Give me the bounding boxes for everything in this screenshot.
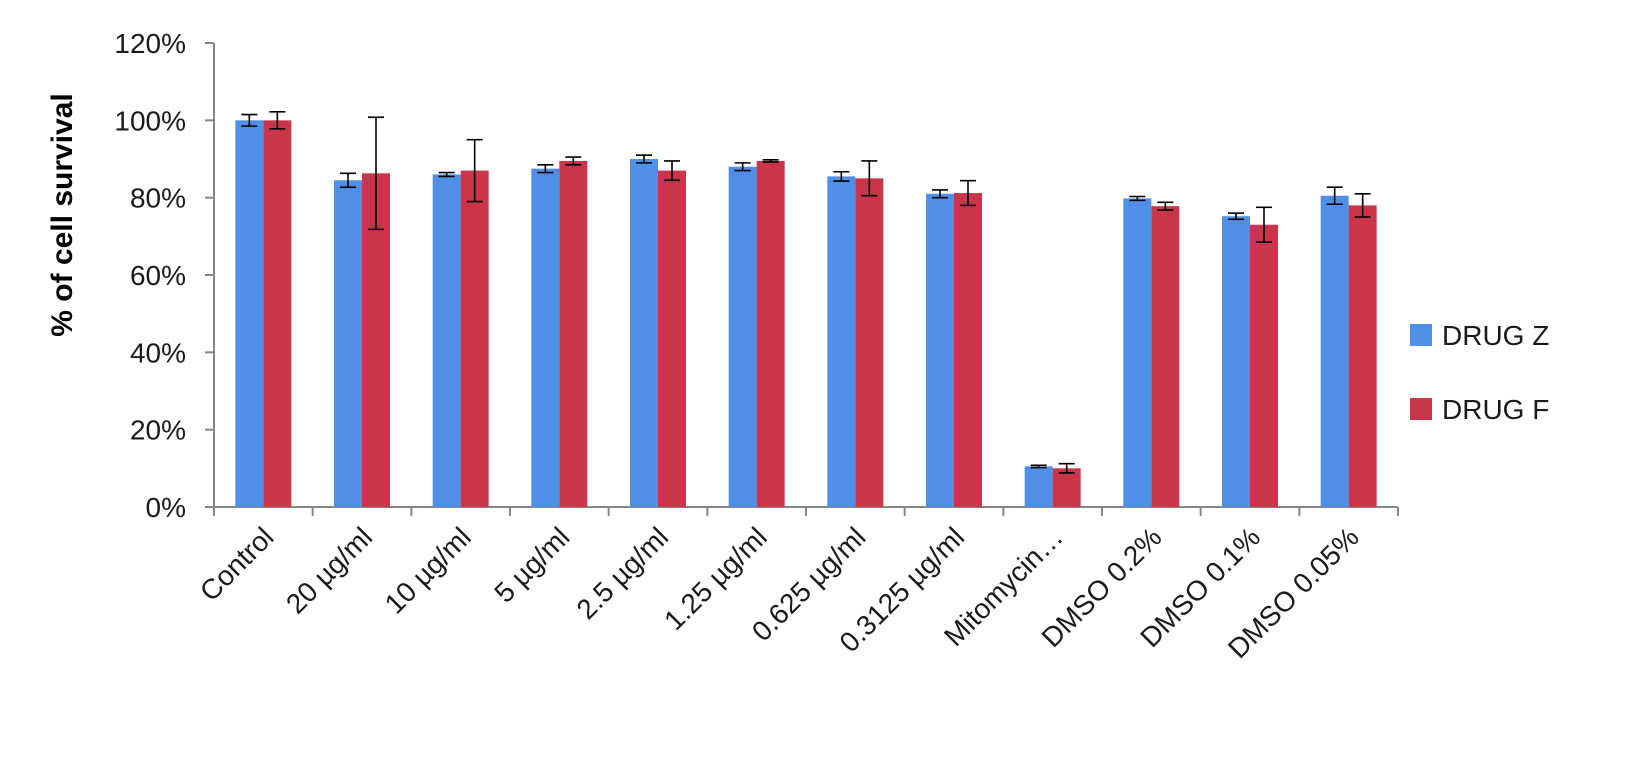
bar-drug-z — [1123, 198, 1152, 507]
bar-drug-f — [460, 170, 489, 507]
x-tick-label: 10 µg/ml — [379, 521, 477, 619]
bar-drug-f — [658, 170, 686, 507]
bar-drug-z — [1222, 216, 1250, 507]
legend-swatch — [1410, 324, 1432, 346]
y-tick-label: 80% — [130, 183, 186, 214]
y-tick-label: 0% — [146, 492, 186, 523]
bar-drug-f — [756, 160, 785, 507]
x-tick-label: Control — [194, 521, 280, 607]
bar-drug-z — [432, 174, 461, 507]
legend-label: DRUG F — [1442, 394, 1549, 425]
bar-drug-z — [1320, 195, 1349, 507]
bar-drug-f — [559, 160, 588, 507]
bar-drug-f — [855, 178, 884, 508]
x-tick-label: 2.5 µg/ml — [570, 521, 674, 625]
bar-drug-z — [827, 176, 856, 507]
bar-drug-f — [954, 193, 982, 507]
y-tick-label: 20% — [130, 415, 186, 446]
bar-drug-f — [1250, 224, 1278, 507]
y-tick-label: 100% — [114, 105, 186, 136]
bar-drug-z — [728, 166, 757, 507]
bar-drug-f — [1348, 205, 1377, 507]
bar-drug-f — [1052, 468, 1081, 507]
bar-drug-z — [926, 193, 954, 508]
bars — [235, 120, 1377, 508]
x-tick-label: 5 µg/ml — [488, 521, 575, 608]
legend: DRUG Z DRUG F — [1410, 320, 1549, 425]
bar-drug-z — [531, 168, 560, 507]
bar-drug-z — [334, 180, 362, 507]
y-tick-label: 120% — [114, 28, 186, 59]
y-tick-label: 60% — [130, 260, 186, 291]
bar-drug-f — [1151, 206, 1180, 507]
x-tick-label: 20 µg/ml — [280, 521, 378, 619]
bar-drug-f — [263, 120, 292, 507]
y-axis-title: % of cell survival — [46, 93, 79, 336]
legend-label: DRUG Z — [1442, 320, 1549, 351]
axes — [205, 42, 1399, 516]
bar-drug-z — [630, 159, 658, 507]
bar-drug-z — [235, 120, 264, 507]
bar-drug-z — [1024, 466, 1053, 507]
legend-swatch — [1410, 398, 1432, 420]
error-bars — [241, 111, 1371, 474]
y-tick-label: 40% — [130, 337, 186, 368]
